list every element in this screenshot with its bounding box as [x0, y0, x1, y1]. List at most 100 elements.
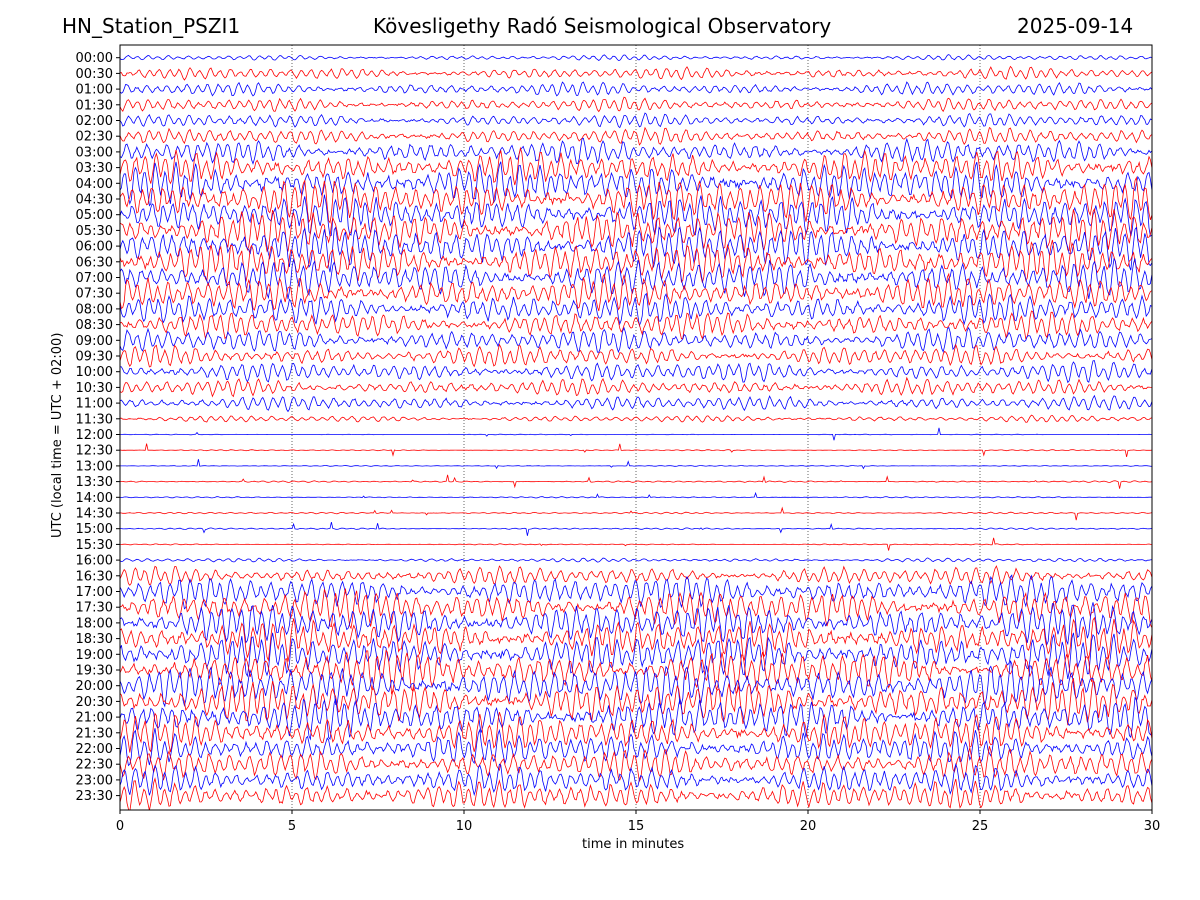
row-time-label: 11:00 — [76, 397, 113, 412]
trace-line — [120, 343, 1152, 368]
row-time-label: 02:00 — [76, 114, 113, 129]
x-tick-label: 20 — [800, 819, 817, 834]
row-time-label: 16:30 — [76, 569, 113, 584]
row-time-label: 05:30 — [76, 224, 113, 239]
row-time-label: 17:00 — [76, 585, 113, 600]
x-tick-label: 30 — [1144, 819, 1161, 834]
row-time-label: 19:00 — [76, 648, 113, 663]
row-time-label: 23:00 — [76, 773, 113, 788]
trace-line — [120, 602, 1152, 647]
trace-line — [120, 427, 1152, 441]
row-time-label: 10:30 — [76, 381, 113, 396]
x-tick-label: 0 — [116, 819, 124, 834]
trace-line — [120, 632, 1152, 680]
trace-line — [120, 310, 1152, 340]
y-axis: 00:0000:3001:0001:3002:0002:3003:0003:30… — [76, 51, 120, 804]
trace-line — [120, 81, 1152, 97]
trace-line — [120, 360, 1152, 384]
trace-line — [120, 96, 1152, 113]
row-time-label: 07:30 — [76, 287, 113, 302]
trace-line — [120, 777, 1152, 810]
row-time-label: 15:00 — [76, 522, 113, 537]
row-time-label: 01:30 — [76, 98, 113, 113]
trace-line — [120, 239, 1152, 284]
trace-line — [120, 176, 1152, 224]
trace-group — [120, 54, 1152, 810]
x-tick-label: 15 — [628, 819, 645, 834]
trace-line — [120, 557, 1152, 563]
trace-line — [120, 126, 1152, 146]
trace-line — [120, 746, 1152, 783]
row-time-label: 13:30 — [76, 475, 113, 490]
row-time-label: 00:00 — [76, 51, 113, 66]
row-time-label: 18:00 — [76, 616, 113, 631]
trace-line — [120, 257, 1152, 300]
chart-title: Kövesligethy Radó Seismological Observat… — [373, 14, 832, 38]
x-axis-label: time in minutes — [582, 837, 685, 852]
row-time-label: 22:30 — [76, 758, 113, 773]
row-time-label: 11:30 — [76, 412, 113, 427]
row-time-label: 04:00 — [76, 177, 113, 192]
row-time-label: 03:00 — [76, 145, 113, 160]
trace-line — [120, 146, 1152, 186]
row-time-label: 08:30 — [76, 318, 113, 333]
row-time-label: 02:30 — [76, 130, 113, 145]
row-time-label: 23:30 — [76, 789, 113, 804]
x-tick-label: 25 — [972, 819, 989, 834]
row-time-label: 12:00 — [76, 428, 113, 443]
trace-line — [120, 194, 1152, 237]
trace-line — [120, 677, 1152, 726]
row-time-label: 14:00 — [76, 491, 113, 506]
x-tick-label: 10 — [456, 819, 473, 834]
chart-date: 2025-09-14 — [1017, 14, 1134, 38]
trace-line — [120, 537, 1152, 551]
row-time-label: 16:00 — [76, 554, 113, 569]
row-time-label: 15:30 — [76, 538, 113, 553]
row-time-label: 19:30 — [76, 664, 113, 679]
trace-line — [120, 207, 1152, 254]
trace-line — [120, 394, 1152, 413]
trace-line — [120, 506, 1152, 521]
trace-line — [120, 522, 1152, 536]
row-time-label: 00:30 — [76, 67, 113, 82]
row-time-label: 13:00 — [76, 459, 113, 474]
trace-line — [120, 292, 1152, 327]
trace-line — [120, 660, 1152, 708]
trace-line — [120, 443, 1152, 457]
trace-line — [120, 696, 1152, 741]
trace-line — [120, 574, 1152, 610]
row-time-label: 22:00 — [76, 742, 113, 757]
trace-line — [120, 137, 1152, 165]
trace-line — [120, 326, 1152, 354]
x-axis: 0 5 10 15 20 25 30 — [116, 810, 1160, 834]
trace-line — [120, 414, 1152, 423]
trace-line — [120, 272, 1152, 312]
trace-line — [120, 65, 1152, 81]
row-time-label: 07:00 — [76, 271, 113, 286]
row-time-label: 03:30 — [76, 161, 113, 176]
row-time-label: 20:30 — [76, 695, 113, 710]
row-time-label: 04:30 — [76, 193, 113, 208]
station-name: HN_Station_PSZI1 — [62, 14, 241, 38]
trace-line — [120, 588, 1152, 630]
trace-line — [120, 711, 1152, 753]
row-time-label: 21:00 — [76, 711, 113, 726]
row-time-label: 05:00 — [76, 208, 113, 223]
row-time-label: 09:30 — [76, 350, 113, 365]
trace-line — [120, 474, 1152, 489]
row-time-label: 09:00 — [76, 334, 113, 349]
trace-line — [120, 459, 1152, 470]
row-time-label: 17:30 — [76, 601, 113, 616]
row-time-label: 06:30 — [76, 255, 113, 270]
row-time-label: 06:00 — [76, 240, 113, 255]
row-time-label: 14:30 — [76, 507, 113, 522]
row-time-label: 18:30 — [76, 632, 113, 647]
trace-line — [120, 161, 1152, 207]
trace-line — [120, 112, 1152, 129]
row-time-label: 10:00 — [76, 365, 113, 380]
row-time-label: 21:30 — [76, 726, 113, 741]
trace-line — [120, 565, 1152, 586]
row-time-label: 01:00 — [76, 83, 113, 98]
row-time-label: 08:00 — [76, 302, 113, 317]
